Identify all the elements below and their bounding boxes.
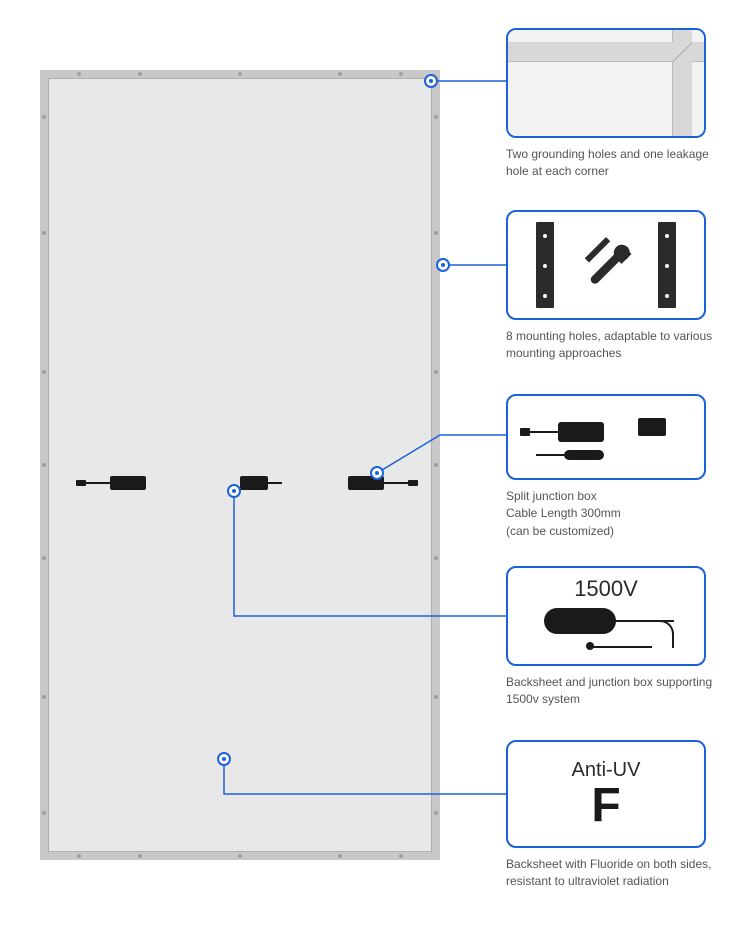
junction-box-graphic: [508, 396, 704, 478]
callout-marker: [227, 484, 241, 498]
wrench-screwdriver-icon: [578, 235, 634, 296]
callout-antiuv-card: Anti-UV F: [506, 740, 706, 848]
callout-marker: [370, 466, 384, 480]
solar-panel-back: [40, 70, 440, 860]
panel-junction-box: [240, 476, 268, 490]
callout-corner-card: [506, 28, 706, 138]
anti-uv-f-label: F: [591, 782, 620, 830]
anti-uv-graphic: Anti-UV F: [508, 742, 704, 846]
callout-corner-text: Two grounding holes and one leakage hole…: [506, 146, 726, 181]
callout-mount-card: [506, 210, 706, 320]
corner-frame-graphic: [508, 30, 704, 136]
1500v-label: 1500V: [574, 576, 638, 602]
callout-antiuv-text: Backsheet with Fluoride on both sides, r…: [506, 856, 726, 891]
callout-1500v-text: Backsheet and junction box supporting 15…: [506, 674, 726, 709]
panel-junction-box: [110, 476, 146, 490]
callout-marker: [424, 74, 438, 88]
callout-1500v-card: 1500V: [506, 566, 706, 666]
callout-marker: [436, 258, 450, 272]
callout-junction-card: [506, 394, 706, 480]
mounting-holes-graphic: [508, 212, 704, 318]
callout-mount-text: 8 mounting holes, adaptable to various m…: [506, 328, 726, 363]
callout-junction-text: Split junction box Cable Length 300mm (c…: [506, 488, 726, 540]
callout-marker: [217, 752, 231, 766]
1500v-graphic: 1500V: [508, 568, 704, 664]
